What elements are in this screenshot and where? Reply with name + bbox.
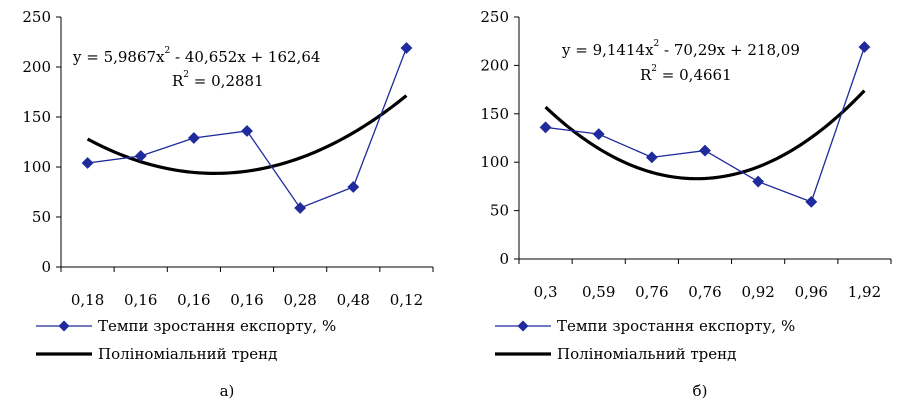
x-tick-label: 0,76 <box>688 283 721 301</box>
data-point <box>347 181 360 193</box>
x-tick-label: 0,16 <box>177 291 210 309</box>
chart-a: 0 50 100 150 200 250 0,18 0,16 0,16 0,16 0,28 0,48 0… <box>22 8 434 400</box>
data-point <box>81 157 94 169</box>
y-tick-label: 100 <box>22 158 51 176</box>
equation-part: - 70,29x + 218,09 <box>659 41 800 59</box>
data-point <box>134 150 147 162</box>
data-point <box>805 195 818 208</box>
legend: Темпи зростання експорту, % Поліноміальни… <box>495 317 795 363</box>
x-tick-label: 0,18 <box>71 291 104 309</box>
r-squared-value: = 0,2881 <box>189 72 264 90</box>
legend-series-label: Темпи зростання експорту, % <box>557 317 795 335</box>
y-tick-label: 200 <box>480 56 509 74</box>
legend-trend-label: Поліноміальний тренд <box>98 345 277 363</box>
y-tick-label: 0 <box>499 250 509 268</box>
x-tick-label: 0,3 <box>534 283 558 301</box>
x-tick-label: 0,12 <box>390 291 423 309</box>
data-point <box>645 151 658 164</box>
legend-series-label: Темпи зростання експорту, % <box>98 317 336 335</box>
x-tick-label: 0,28 <box>283 291 316 309</box>
data-point <box>858 41 871 53</box>
r-squared-exponent: 2 <box>183 70 189 80</box>
data-point <box>592 128 605 141</box>
legend: Темпи зростання експорту, % Поліноміальни… <box>36 317 336 363</box>
data-point <box>400 42 413 54</box>
data-point <box>699 144 711 157</box>
data-point <box>539 121 552 134</box>
legend-trend-label: Поліноміальний тренд <box>557 345 736 363</box>
equation-part: y = 9,1414x <box>561 41 654 59</box>
x-tick-label: 0,92 <box>741 283 774 301</box>
r-squared: R2 = 0,4661 <box>640 64 732 84</box>
x-tick-label: 0,16 <box>230 291 263 309</box>
r-squared: R2 = 0,2881 <box>172 70 264 90</box>
y-tick-label: 150 <box>22 108 51 126</box>
y-tick-label: 50 <box>32 208 51 226</box>
data-point <box>294 202 307 214</box>
y-tick-label: 100 <box>480 153 509 171</box>
r-squared-exponent: 2 <box>651 64 657 74</box>
trend-equation: y = 9,1414x2 - 70,29x + 218,09 <box>561 39 800 59</box>
x-tick-label: 0,96 <box>795 283 828 301</box>
y-tick-label: 250 <box>480 8 509 26</box>
equation-part: - 40,652x + 162,64 <box>170 48 320 66</box>
chart-b: 0 50 100 150 200 250 0,3 0,59 0,76 0,76 0,92 0,96 1,… <box>480 8 892 400</box>
data-point <box>187 132 200 144</box>
trend-line <box>544 89 866 181</box>
y-tick-label: 50 <box>490 202 509 220</box>
legend-series-marker <box>58 320 70 332</box>
equation-exponent: 2 <box>165 46 171 56</box>
y-tick-label: 200 <box>22 58 51 76</box>
data-point <box>752 175 765 188</box>
r-squared-value: = 0,4661 <box>657 66 732 84</box>
y-tick-label: 250 <box>22 8 51 26</box>
equation-exponent: 2 <box>654 39 660 49</box>
x-tick-label: 0,76 <box>635 283 668 301</box>
trend-equation: y = 5,9867x2 - 40,652x + 162,64 <box>72 46 320 66</box>
x-tick-label: 0,16 <box>124 291 157 309</box>
r-squared-label: R <box>172 72 184 90</box>
chart-caption: б) <box>693 382 708 400</box>
equation-part: y = 5,9867x <box>72 48 165 66</box>
x-tick-label: 0,48 <box>337 291 370 309</box>
r-squared-label: R <box>640 66 652 84</box>
y-tick-label: 0 <box>41 258 51 276</box>
data-point <box>241 125 253 137</box>
legend-series-marker <box>517 320 529 332</box>
chart-caption: а) <box>220 382 235 400</box>
y-tick-label: 150 <box>480 105 509 123</box>
x-tick-label: 1,92 <box>848 283 881 301</box>
x-tick-label: 0,59 <box>582 283 615 301</box>
